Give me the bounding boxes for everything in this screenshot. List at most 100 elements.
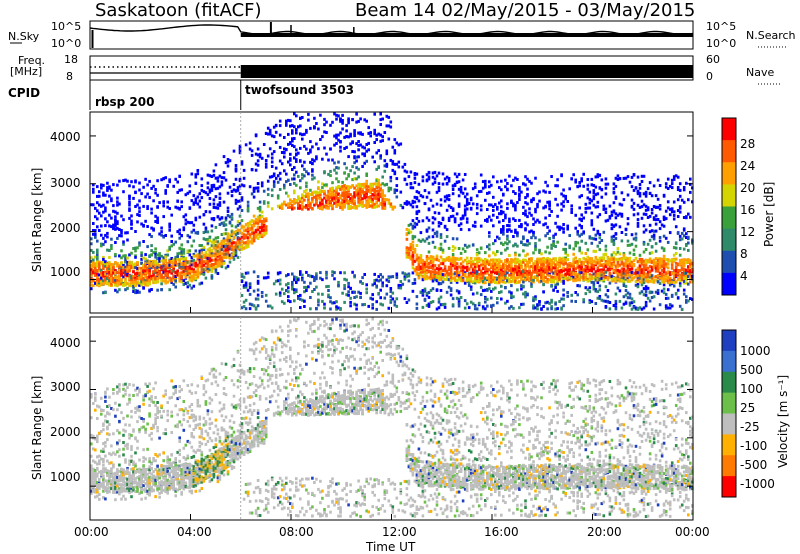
power-data-cell bbox=[200, 196, 204, 200]
power-data-cell bbox=[562, 304, 565, 308]
power-data-cell bbox=[562, 227, 565, 231]
power-data-cell bbox=[365, 119, 368, 123]
power-data-cell bbox=[156, 205, 159, 209]
power-data-cell bbox=[160, 266, 163, 270]
power-data-cell bbox=[150, 226, 153, 230]
power-data-cell bbox=[112, 271, 115, 275]
power-data-cell bbox=[134, 278, 137, 282]
power-data-cell bbox=[116, 203, 119, 207]
power-data-cell bbox=[196, 268, 200, 272]
power-data-cell bbox=[136, 213, 139, 217]
power-data-cell bbox=[473, 224, 477, 228]
power-data-cell bbox=[166, 205, 169, 209]
power-data-cell bbox=[102, 279, 105, 283]
power-data-cell bbox=[437, 171, 441, 175]
power-data-cell bbox=[276, 196, 280, 200]
power-data-cell bbox=[118, 277, 121, 281]
power-data-cell bbox=[307, 172, 310, 176]
power-data-cell bbox=[92, 183, 95, 187]
power-data-cell bbox=[152, 270, 155, 274]
power-data-cell bbox=[486, 208, 489, 211]
power-data-cell bbox=[289, 300, 292, 304]
power-data-cell bbox=[260, 181, 264, 185]
power-data-cell bbox=[118, 179, 121, 183]
power-data-cell bbox=[188, 269, 192, 273]
power-data-cell bbox=[176, 254, 179, 258]
power-data-cell bbox=[341, 127, 344, 131]
power-data-cell bbox=[126, 267, 129, 271]
power-data-cell bbox=[144, 261, 147, 265]
power-data-cell bbox=[409, 230, 413, 234]
power-data-cell bbox=[148, 262, 151, 266]
power-data-cell bbox=[198, 244, 202, 247]
power-data-cell bbox=[90, 268, 93, 272]
power-data-cell bbox=[421, 179, 425, 183]
power-data-cell bbox=[172, 184, 175, 188]
power-data-cell bbox=[102, 282, 105, 286]
power-data-cell bbox=[192, 202, 196, 206]
power-data-cell bbox=[122, 265, 125, 269]
power-data-cell bbox=[182, 215, 186, 219]
power-data-cell bbox=[329, 174, 332, 178]
power-data-cell bbox=[200, 260, 204, 264]
power-data-cell bbox=[140, 283, 143, 287]
power-data-cell bbox=[200, 251, 204, 255]
power-data-cell bbox=[463, 173, 467, 176]
power-data-cell bbox=[192, 194, 196, 198]
power-data-cell bbox=[411, 186, 415, 190]
power-data-cell bbox=[305, 147, 308, 151]
power-data-cell bbox=[429, 198, 433, 202]
power-data-cell bbox=[226, 206, 230, 210]
power-data-cell bbox=[349, 300, 352, 304]
power-data-cell bbox=[560, 208, 563, 212]
power-data-cell bbox=[502, 219, 505, 222]
power-data-cell bbox=[128, 263, 131, 267]
power-data-cell bbox=[134, 249, 137, 253]
power-data-cell bbox=[325, 276, 328, 280]
power-data-cell bbox=[297, 151, 300, 155]
power-data-cell bbox=[469, 206, 473, 210]
power-data-cell bbox=[532, 251, 535, 255]
power-data-cell bbox=[214, 195, 218, 199]
power-data-cell bbox=[301, 273, 304, 277]
power-data-cell bbox=[224, 223, 228, 227]
power-data-cell bbox=[142, 272, 145, 276]
power-data-cell bbox=[92, 232, 95, 236]
power-data-cell bbox=[377, 198, 380, 202]
power-data-cell bbox=[379, 296, 382, 300]
power-data-cell bbox=[459, 256, 463, 260]
power-data-cell bbox=[453, 246, 457, 250]
power-data-cell bbox=[256, 163, 260, 167]
power-data-cell bbox=[341, 291, 344, 295]
power-data-cell bbox=[270, 156, 274, 160]
power-data-cell bbox=[526, 193, 529, 196]
power-data-cell bbox=[459, 189, 463, 192]
power-data-cell bbox=[447, 194, 451, 198]
power-data-cell bbox=[140, 192, 143, 196]
power-data-cell bbox=[256, 189, 260, 193]
power-data-cell bbox=[556, 184, 559, 188]
power-data-cell bbox=[116, 271, 119, 275]
power-data-cell bbox=[526, 187, 529, 191]
power-data-cell bbox=[514, 219, 517, 222]
power-data-cell bbox=[176, 271, 179, 275]
power-data-cell bbox=[232, 236, 236, 239]
power-data-cell bbox=[130, 276, 133, 280]
power-data-cell bbox=[469, 256, 473, 260]
power-data-cell bbox=[212, 202, 216, 206]
power-data-cell bbox=[399, 190, 403, 194]
power-data-cell bbox=[387, 115, 391, 119]
power-data-cell bbox=[98, 283, 101, 286]
power-data-cell bbox=[355, 295, 358, 299]
power-data-cell bbox=[278, 119, 282, 123]
power-data-cell bbox=[116, 290, 119, 294]
power-data-cell bbox=[287, 132, 290, 136]
power-data-cell bbox=[299, 270, 302, 274]
power-data-cell bbox=[196, 257, 200, 261]
power-data-cell bbox=[198, 252, 202, 255]
power-data-cell bbox=[465, 256, 469, 260]
power-data-cell bbox=[463, 213, 467, 217]
power-data-cell bbox=[104, 209, 107, 213]
power-data-cell bbox=[150, 207, 153, 211]
power-data-cell bbox=[526, 223, 529, 227]
